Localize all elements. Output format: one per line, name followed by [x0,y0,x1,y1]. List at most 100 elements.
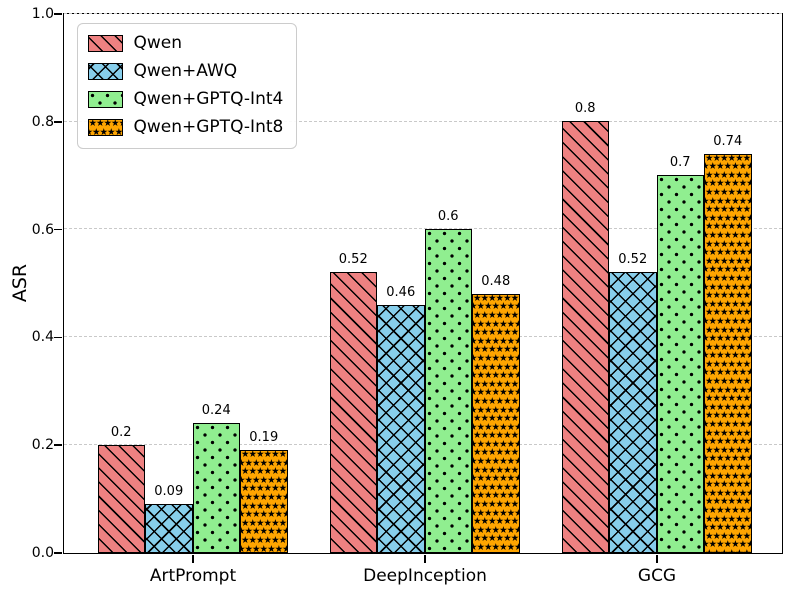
star-hatch-row: ★★★★★★★★ [473,438,519,450]
y-tick-mark [54,228,62,231]
star-hatch-row: ★★★★★★★★ [473,481,519,493]
bar-value-label: 0.24 [201,403,231,419]
star-hatch-row: ★★★★★★★★ [705,333,751,345]
star-hatch-row: ★★★★★★★★ [473,473,519,485]
bar-qwen-awq-artprompt [145,504,193,553]
star-hatch-row: ★★★★★★★★ [705,401,751,413]
bar-value-label: 0.7 [669,155,691,171]
x-tick-mark [192,554,194,563]
bar-value-label: 0.2 [110,424,132,440]
star-hatch-row: ★★★★★★★★ [705,290,751,302]
star-hatch-row: ★★★★★★★★ [705,315,751,327]
star-hatch-row: ★★★★★★★★ [705,212,751,224]
star-hatch-row: ★★★★★★★★ [473,294,519,304]
star-hatch-row: ★★★★★★★★ [473,542,519,552]
star-hatch-row: ★★★★★★★★ [473,524,519,536]
star-hatch-row: ★★★★★★★★ [705,427,751,439]
bar-value-label: 0.8 [574,101,596,117]
star-hatch-row: ★★★★★★★★ [241,457,287,469]
star-hatch-row: ★★★★★★★★ [705,479,751,491]
star-hatch-row: ★★★★★★★★ [473,395,519,407]
star-hatch-row: ★★★★★★★★ [241,492,287,504]
star-hatch-row: ★★★★★★★★ [705,410,751,422]
bar-qwen-awq-deepinception [377,304,425,553]
legend-entry: ★★★★★★★★★★★★★★★★★★★★★ Qwen+GPTQ-Int8 [87,117,284,138]
star-hatch-row: ★★★★★★★★ [705,255,751,267]
star-hatch-pattern: ★★★★★★ ★★★★★ ★★★★★★ ★★★★★ ★★★★★★ ★★★★★ ★★★★★★ ★… [241,451,287,551]
star-hatch-row: ★★★★★★★★ [473,378,519,390]
star-hatch-row: ★★★★★★★★ [705,229,751,241]
y-tick-mark [54,336,62,339]
y-axis-label: ASR [9,263,31,303]
bar-value-label: 0.46 [386,284,416,300]
star-hatch-row: ★★★★★★★ [88,120,122,130]
y-tick-label: 0.0 [31,545,54,561]
star-hatch-row: ★★★★★★★★ [473,421,519,433]
star-hatch-row: ★★★★★★★★ [473,413,519,425]
star-hatch-row: ★★★★★★★★ [705,393,751,405]
star-hatch-row: ★★★★★★★★ [705,453,751,465]
star-hatch-row: ★★★★★★★★ [705,444,751,456]
bar-qwen-gptq-int8-deepinception: ★★★★★★ ★★★★★ ★★★★★★ ★★★★★ ★★★★★★ ★★★★★ ★★★★★★ ★… [472,293,520,553]
star-hatch-row: ★★★★★★★★ [705,530,751,542]
legend-label: Qwen+GPTQ-Int4 [133,89,284,109]
star-hatch-row: ★★★★★★★★ [241,535,287,547]
bar-value-label: 0.52 [618,252,648,268]
y-tick-mark [54,552,62,554]
star-hatch-row: ★★★★★★★★ [705,272,751,284]
star-hatch-row: ★★★★★★★★ [473,464,519,476]
star-hatch-row: ★★★★★★★★ [705,169,751,181]
star-hatch-row: ★★★★★★★★ [705,462,751,474]
star-hatch-row: ★★★★★★★★ [473,318,519,330]
star-hatch-row: ★★★★★★★★ [705,324,751,336]
legend-patch-stars-icon: ★★★★★★★★★★★★★★★★★★★★★ [87,119,123,137]
star-hatch-pattern: ★★★★★★ ★★★★★ ★★★★★★ ★★★★★ ★★★★★★ ★★★★★ ★★★★★★ ★… [473,295,519,552]
star-hatch-row: ★★★★★★★★ [241,526,287,538]
star-hatch-row: ★★★★★★★★ [473,370,519,382]
star-hatch-row: ★★★★★★★★ [705,161,751,173]
star-hatch-row: ★★★★★★★★ [473,516,519,528]
x-category-label: ArtPrompt [149,566,237,586]
gridline [63,12,782,14]
legend-entry: Qwen [87,32,284,54]
legend-patch-cross-icon [87,62,123,80]
bar-value-label: 0.19 [249,430,279,446]
legend-label: Qwen+GPTQ-Int8 [133,117,284,138]
star-hatch-row: ★★★★★★★ [89,126,122,136]
star-hatch-row: ★★★★★★★★ [473,430,519,442]
bar-value-label: 0.52 [338,252,368,268]
star-hatch-row: ★★★★★★★★ [705,470,751,482]
star-hatch-row: ★★★★★★★★ [241,500,287,512]
bar-qwen-gptq-int8-gcg: ★★★★★★ ★★★★★ ★★★★★★ ★★★★★ ★★★★★★ ★★★★★ ★★★★★★ ★… [704,153,752,553]
star-hatch-row: ★★★★★★★★ [705,539,751,551]
legend: Qwen Qwen+AWQ Qwen+GPTQ-Int4 ★★★★★★★★★★★★★★… [76,22,298,149]
star-hatch-row: ★★★★★★★★ [705,238,751,250]
star-hatch-row: ★★★★★★★★ [473,499,519,511]
star-hatch-row: ★★★★★★★★ [705,513,751,525]
plot-area: 0.2 0.09 0.24 ★★★★★★ ★★★★★ ★★★★★★ ★★★★★ ★★★★★★ ★… [62,12,783,554]
legend-patch-dots-icon [87,91,123,109]
star-hatch-row: ★★★★★★★★ [705,204,751,216]
bar-value-label: 0.6 [437,209,459,225]
bar-value-label: 0.09 [154,484,184,499]
star-hatch-row: ★★★★★★★★ [705,358,751,370]
y-tick-label: 0.4 [31,329,54,346]
legend-entry: Qwen+GPTQ-Int4 [87,89,284,110]
star-hatch-row: ★★★★★★★★ [241,474,287,486]
legend-label: Qwen [133,32,183,53]
star-hatch-row: ★★★★★★★★ [241,466,287,478]
bar-qwen-gptq-int4-artprompt [192,423,240,553]
star-hatch-row: ★★★★★★★★ [705,384,751,396]
y-tick-label: 0.2 [31,437,54,454]
star-hatch-row: ★★★★★★★★ [705,341,751,353]
star-hatch-row: ★★★★★★★★ [705,247,751,259]
star-hatch-row: ★★★★★★★★ [705,281,751,293]
star-hatch-row: ★★★★★★★★ [705,436,751,448]
bar-qwen-awq-gcg [609,272,657,553]
star-hatch-row: ★★★★★★★★ [705,496,751,508]
star-hatch-row: ★★★★★★★★ [705,307,751,319]
bar-qwen-gptq-int4-gcg [656,175,704,553]
star-hatch-row: ★★★★★★★★ [473,352,519,364]
star-hatch-row: ★★★★★★★★ [705,549,751,552]
